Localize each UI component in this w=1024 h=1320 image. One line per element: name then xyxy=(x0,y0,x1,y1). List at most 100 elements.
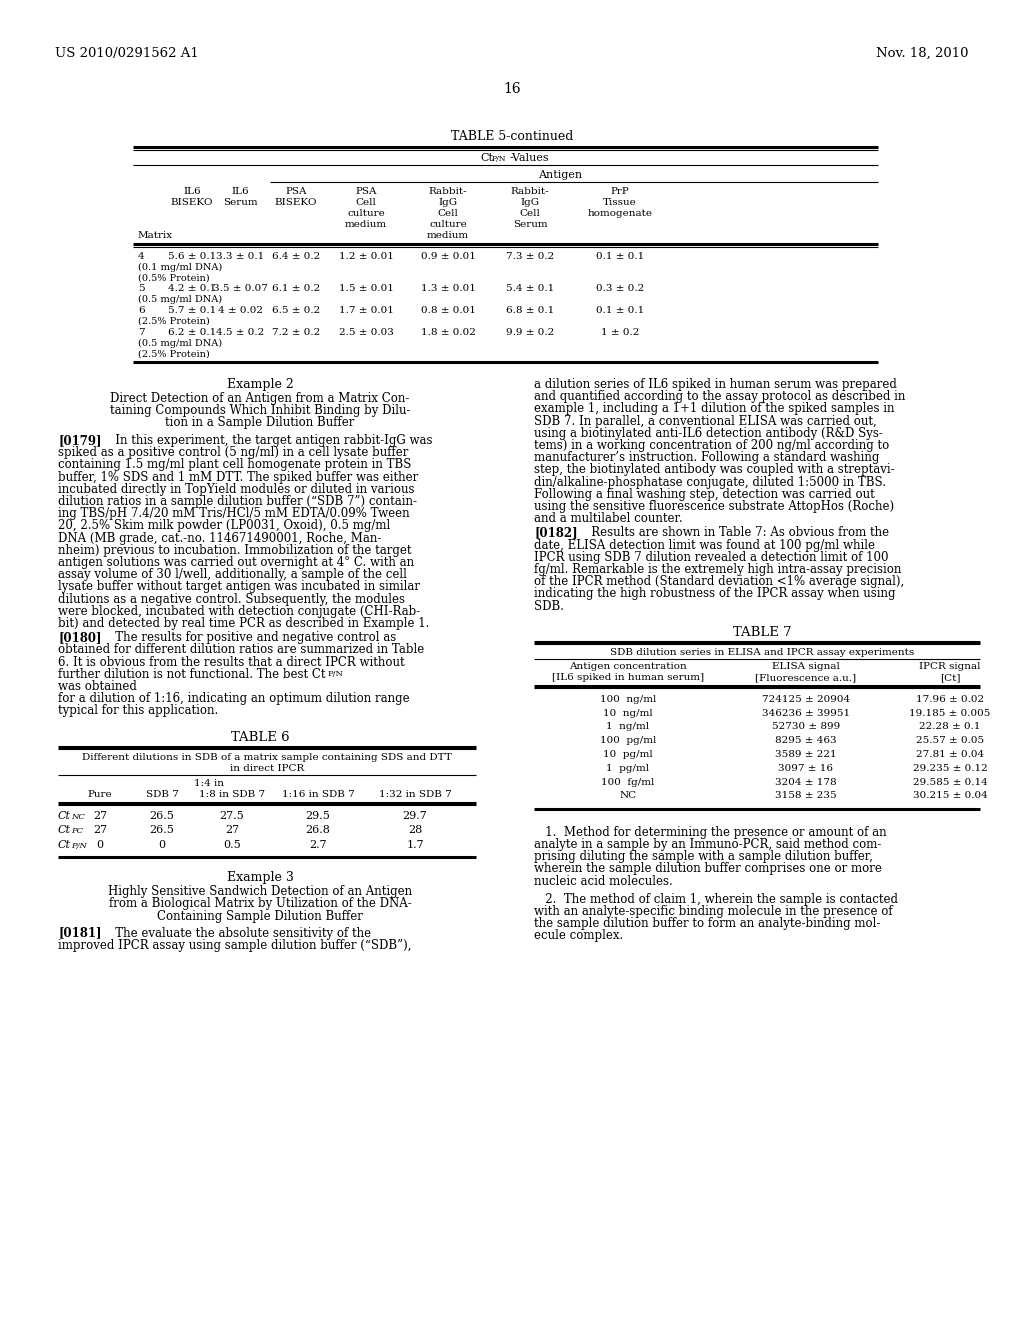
Text: SDB.: SDB. xyxy=(534,599,564,612)
Text: 6: 6 xyxy=(138,306,144,315)
Text: culture: culture xyxy=(429,220,467,228)
Text: incubated directly in TopYield modules or diluted in various: incubated directly in TopYield modules o… xyxy=(58,483,415,496)
Text: 100  fg/ml: 100 fg/ml xyxy=(601,777,654,787)
Text: date, ELISA detection limit was found at 100 pg/ml while: date, ELISA detection limit was found at… xyxy=(534,539,874,552)
Text: Cell: Cell xyxy=(437,209,459,218)
Text: 26.5: 26.5 xyxy=(150,810,174,821)
Text: [Ct]: [Ct] xyxy=(940,673,961,682)
Text: Following a final washing step, detection was carried out: Following a final washing step, detectio… xyxy=(534,488,874,500)
Text: [0180]: [0180] xyxy=(58,631,101,644)
Text: fg/ml. Remarkable is the extremely high intra-assay precision: fg/ml. Remarkable is the extremely high … xyxy=(534,564,901,576)
Text: Ct: Ct xyxy=(480,153,493,162)
Text: typical for this application.: typical for this application. xyxy=(58,705,218,717)
Text: Matrix: Matrix xyxy=(138,231,173,240)
Text: PSA: PSA xyxy=(355,187,377,195)
Text: 22.28 ± 0.1: 22.28 ± 0.1 xyxy=(920,722,981,731)
Text: 29.5: 29.5 xyxy=(305,810,331,821)
Text: Direct Detection of an Antigen from a Matrix Con-: Direct Detection of an Antigen from a Ma… xyxy=(111,392,410,405)
Text: Ct: Ct xyxy=(58,810,71,821)
Text: 1.  Method for determining the presence or amount of an: 1. Method for determining the presence o… xyxy=(534,826,887,838)
Text: using the sensitive fluorescence substrate AttopHos (Roche): using the sensitive fluorescence substra… xyxy=(534,500,894,513)
Text: Different dilutions in SDB of a matrix sample containing SDS and DTT: Different dilutions in SDB of a matrix s… xyxy=(82,752,452,762)
Text: BISEKO: BISEKO xyxy=(171,198,213,207)
Text: 6.2 ± 0.1: 6.2 ± 0.1 xyxy=(168,327,216,337)
Text: (2.5% Protein): (2.5% Protein) xyxy=(138,317,210,326)
Text: improved IPCR assay using sample dilution buffer (“SDB”),: improved IPCR assay using sample dilutio… xyxy=(58,939,412,952)
Text: (0.5% Protein): (0.5% Protein) xyxy=(138,275,210,282)
Text: buffer, 1% SDS and 1 mM DTT. The spiked buffer was either: buffer, 1% SDS and 1 mM DTT. The spiked … xyxy=(58,471,418,483)
Text: 1.8 ± 0.02: 1.8 ± 0.02 xyxy=(421,327,475,337)
Text: dilutions as a negative control. Subsequently, the modules: dilutions as a negative control. Subsequ… xyxy=(58,593,406,606)
Text: PrP: PrP xyxy=(610,187,630,195)
Text: TABLE 6: TABLE 6 xyxy=(230,730,290,743)
Text: indicating the high robustness of the IPCR assay when using: indicating the high robustness of the IP… xyxy=(534,587,896,601)
Text: ing TBS/pH 7.4/20 mM Tris/HCl/5 mM EDTA/0.09% Tween: ing TBS/pH 7.4/20 mM Tris/HCl/5 mM EDTA/… xyxy=(58,507,410,520)
Text: containing 1.5 mg/ml plant cell homogenate protein in TBS: containing 1.5 mg/ml plant cell homogena… xyxy=(58,458,412,471)
Text: 1:4 in: 1:4 in xyxy=(194,779,224,788)
Text: 20, 2.5% Skim milk powder (LP0031, Oxoid), 0.5 mg/ml: 20, 2.5% Skim milk powder (LP0031, Oxoid… xyxy=(58,519,390,532)
Text: ecule complex.: ecule complex. xyxy=(534,929,624,942)
Text: nucleic acid molecules.: nucleic acid molecules. xyxy=(534,875,673,887)
Text: manufacturer’s instruction. Following a standard washing: manufacturer’s instruction. Following a … xyxy=(534,451,880,465)
Text: antigen solutions was carried out overnight at 4° C. with an: antigen solutions was carried out overni… xyxy=(58,556,414,569)
Text: DNA (MB grade, cat.-no. 114671490001, Roche, Man-: DNA (MB grade, cat.-no. 114671490001, Ro… xyxy=(58,532,381,545)
Text: 27.5: 27.5 xyxy=(219,810,245,821)
Text: 7: 7 xyxy=(138,327,144,337)
Text: ELISA signal: ELISA signal xyxy=(772,661,840,671)
Text: PC: PC xyxy=(71,828,83,836)
Text: IgG: IgG xyxy=(438,198,458,207)
Text: 1:32 in SDB 7: 1:32 in SDB 7 xyxy=(379,789,452,799)
Text: tems) in a working concentration of 200 ng/ml according to: tems) in a working concentration of 200 … xyxy=(534,440,889,451)
Text: IL6: IL6 xyxy=(183,187,201,195)
Text: 3204 ± 178: 3204 ± 178 xyxy=(775,777,837,787)
Text: lysate buffer without target antigen was incubated in similar: lysate buffer without target antigen was… xyxy=(58,581,420,594)
Text: 2.5 ± 0.03: 2.5 ± 0.03 xyxy=(339,327,393,337)
Text: further dilution is not functional. The best Ct: further dilution is not functional. The … xyxy=(58,668,326,681)
Text: with an analyte-specific binding molecule in the presence of: with an analyte-specific binding molecul… xyxy=(534,906,893,917)
Text: [Fluorescence a.u.]: [Fluorescence a.u.] xyxy=(756,673,856,682)
Text: medium: medium xyxy=(345,220,387,228)
Text: 0.9 ± 0.01: 0.9 ± 0.01 xyxy=(421,252,475,261)
Text: 5.4 ± 0.1: 5.4 ± 0.1 xyxy=(506,284,554,293)
Text: prising diluting the sample with a sample dilution buffer,: prising diluting the sample with a sampl… xyxy=(534,850,872,863)
Text: P/N: P/N xyxy=(492,154,507,162)
Text: 26.5: 26.5 xyxy=(150,825,174,836)
Text: 26.8: 26.8 xyxy=(305,825,331,836)
Text: 7.2 ± 0.2: 7.2 ± 0.2 xyxy=(272,327,321,337)
Text: homogenate: homogenate xyxy=(588,209,652,218)
Text: 0: 0 xyxy=(159,840,166,850)
Text: 8295 ± 463: 8295 ± 463 xyxy=(775,737,837,746)
Text: in direct IPCR: in direct IPCR xyxy=(229,763,304,772)
Text: The evaluate the absolute sensitivity of the: The evaluate the absolute sensitivity of… xyxy=(104,927,371,940)
Text: 29.7: 29.7 xyxy=(402,810,427,821)
Text: -Values: -Values xyxy=(510,153,550,162)
Text: taining Compounds Which Inhibit Binding by Dilu-: taining Compounds Which Inhibit Binding … xyxy=(110,404,411,417)
Text: SDB 7. In parallel, a conventional ELISA was carried out,: SDB 7. In parallel, a conventional ELISA… xyxy=(534,414,877,428)
Text: [0181]: [0181] xyxy=(58,927,101,940)
Text: the sample dilution buffer to form an analyte-binding mol-: the sample dilution buffer to form an an… xyxy=(534,917,881,931)
Text: 5.7 ± 0.1: 5.7 ± 0.1 xyxy=(168,306,216,315)
Text: assay volume of 30 l/well, additionally, a sample of the cell: assay volume of 30 l/well, additionally,… xyxy=(58,568,407,581)
Text: medium: medium xyxy=(427,231,469,240)
Text: and quantified according to the assay protocol as described in: and quantified according to the assay pr… xyxy=(534,391,905,403)
Text: 27.81 ± 0.04: 27.81 ± 0.04 xyxy=(915,750,984,759)
Text: 10  pg/ml: 10 pg/ml xyxy=(603,750,653,759)
Text: (0.5 mg/ml DNA): (0.5 mg/ml DNA) xyxy=(138,294,222,304)
Text: 4.2 ± 0.1: 4.2 ± 0.1 xyxy=(168,284,216,293)
Text: Antigen: Antigen xyxy=(538,170,582,180)
Text: 346236 ± 39951: 346236 ± 39951 xyxy=(762,709,850,718)
Text: 4.5 ± 0.2: 4.5 ± 0.2 xyxy=(216,327,264,337)
Text: 100  pg/ml: 100 pg/ml xyxy=(600,737,656,746)
Text: 724125 ± 20904: 724125 ± 20904 xyxy=(762,694,850,704)
Text: TABLE 5-continued: TABLE 5-continued xyxy=(451,129,573,143)
Text: Serum: Serum xyxy=(513,220,547,228)
Text: 1.2 ± 0.01: 1.2 ± 0.01 xyxy=(339,252,393,261)
Text: Highly Sensitive Sandwich Detection of an Antigen: Highly Sensitive Sandwich Detection of a… xyxy=(108,884,412,898)
Text: example 1, including a 1+1 dilution of the spiked samples in: example 1, including a 1+1 dilution of t… xyxy=(534,403,895,416)
Text: was obtained: was obtained xyxy=(58,680,137,693)
Text: [0179]: [0179] xyxy=(58,434,101,447)
Text: 6.4 ± 0.2: 6.4 ± 0.2 xyxy=(272,252,321,261)
Text: Rabbit-: Rabbit- xyxy=(429,187,467,195)
Text: wherein the sample dilution buffer comprises one or more: wherein the sample dilution buffer compr… xyxy=(534,862,882,875)
Text: 0.8 ± 0.01: 0.8 ± 0.01 xyxy=(421,306,475,315)
